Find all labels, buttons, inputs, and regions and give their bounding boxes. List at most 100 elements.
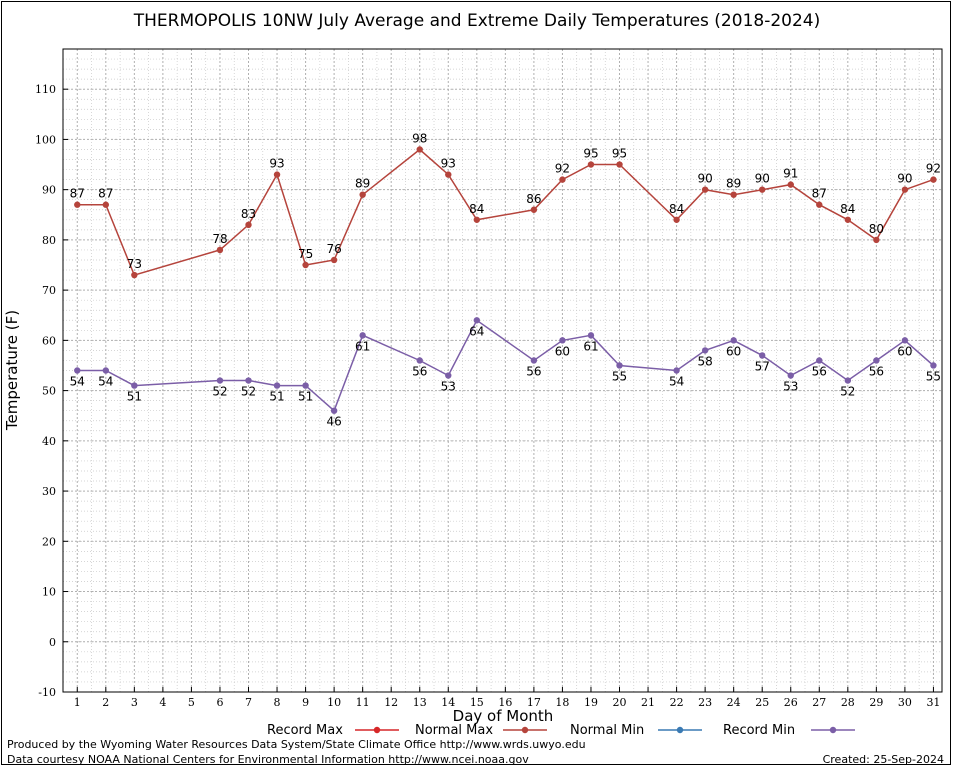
y-tick-label: 100 [35,133,56,146]
y-tick-label: 40 [42,435,56,448]
data-label: 56 [869,364,884,378]
data-label: 84 [840,202,855,216]
legend-marker [676,726,684,734]
data-label: 52 [241,385,256,399]
data-label: 51 [298,390,313,404]
data-label: 93 [269,157,284,171]
data-point [359,191,366,198]
data-label: 76 [326,242,341,256]
x-tick-label: 15 [470,696,484,709]
x-axis-label: Day of Month [453,707,554,725]
data-point [730,191,737,198]
x-tick-label: 26 [784,696,798,709]
x-tick-label: 24 [727,696,741,709]
data-label: 53 [783,380,798,394]
series-group [74,146,937,414]
x-tick-label: 7 [245,696,252,709]
data-point [302,382,309,389]
data-label: 87 [812,187,827,201]
x-tick-label: 19 [584,696,598,709]
data-label: 95 [583,147,598,161]
data-point [673,367,680,374]
x-tick-label: 30 [898,696,912,709]
data-point [273,382,281,389]
data-point [530,357,538,364]
x-tick-label: 5 [188,696,195,709]
data-label: 52 [212,385,227,399]
data-label: 53 [441,380,456,394]
x-tick-label: 2 [102,696,109,709]
data-point [730,337,737,344]
data-label: 87 [98,187,113,201]
x-tick-label: 11 [356,696,370,709]
data-label: 56 [526,364,541,378]
data-point [445,372,452,379]
data-label: 54 [98,375,113,389]
grid [62,48,942,693]
data-point [416,357,423,364]
x-tick-label: 8 [274,696,281,709]
data-label: 89 [355,177,370,191]
data-point [787,181,794,188]
data-label: 64 [469,324,484,338]
x-tick-label: 13 [413,696,427,709]
data-point [245,221,252,229]
legend-label: Record Min [723,723,795,738]
data-point [930,176,937,183]
data-point [445,171,452,178]
data-point [273,171,281,178]
data-point [131,382,138,389]
x-tick-label: 16 [498,696,512,709]
data-point [673,216,680,223]
data-point [473,216,481,223]
y-tick-label: 110 [35,83,56,96]
data-point [901,186,909,193]
y-tick-label: 20 [42,535,56,548]
x-tick-label: 20 [613,696,627,709]
x-tick-label: 23 [698,696,712,709]
legend-marker [373,726,381,734]
legend-label: Normal Min [570,723,644,738]
data-label: 84 [469,202,484,216]
data-label: 90 [897,172,912,186]
data-label: 51 [127,390,142,404]
series-line-record-min [77,319,934,412]
data-label: 60 [897,344,912,358]
footer-created: Created: 25-Sep-2024 [823,753,944,766]
data-point [816,201,823,208]
data-point [216,246,224,254]
y-tick-label: 10 [42,586,56,599]
x-tick-label: 22 [670,696,684,709]
legend-marker [829,726,837,734]
data-point [74,201,81,208]
x-tick-label: 3 [131,696,138,709]
y-axis-label: Temperature (F) [3,310,21,431]
data-point [559,176,566,183]
footer-produced-by: Produced by the Wyoming Water Resources … [7,738,586,751]
data-point [330,407,338,414]
data-point [816,357,823,364]
data-point [416,146,423,153]
legend-marker [521,726,529,734]
data-point [587,161,595,168]
data-point [701,347,709,354]
data-label: 73 [127,257,142,271]
x-tick-label: 14 [441,696,455,709]
data-point [701,186,709,193]
data-label: 91 [783,167,798,181]
data-labels: 87 87 73 78 83 93 75 76 89 98 93 84 86 92 95 95 84 90 89 90… [70,131,941,428]
data-point [616,161,623,168]
data-point [530,206,538,213]
data-label: 92 [555,162,570,176]
data-label: 54 [669,375,684,389]
x-tick-label: 21 [641,696,655,709]
data-point [216,377,224,384]
data-label: 56 [812,364,827,378]
x-tick-label: 12 [384,696,398,709]
x-tick-label: 28 [841,696,855,709]
y-tick-label: 50 [42,385,56,398]
x-tick-label: 29 [869,696,883,709]
data-point [587,332,595,339]
y-tick-label: 90 [42,184,56,197]
